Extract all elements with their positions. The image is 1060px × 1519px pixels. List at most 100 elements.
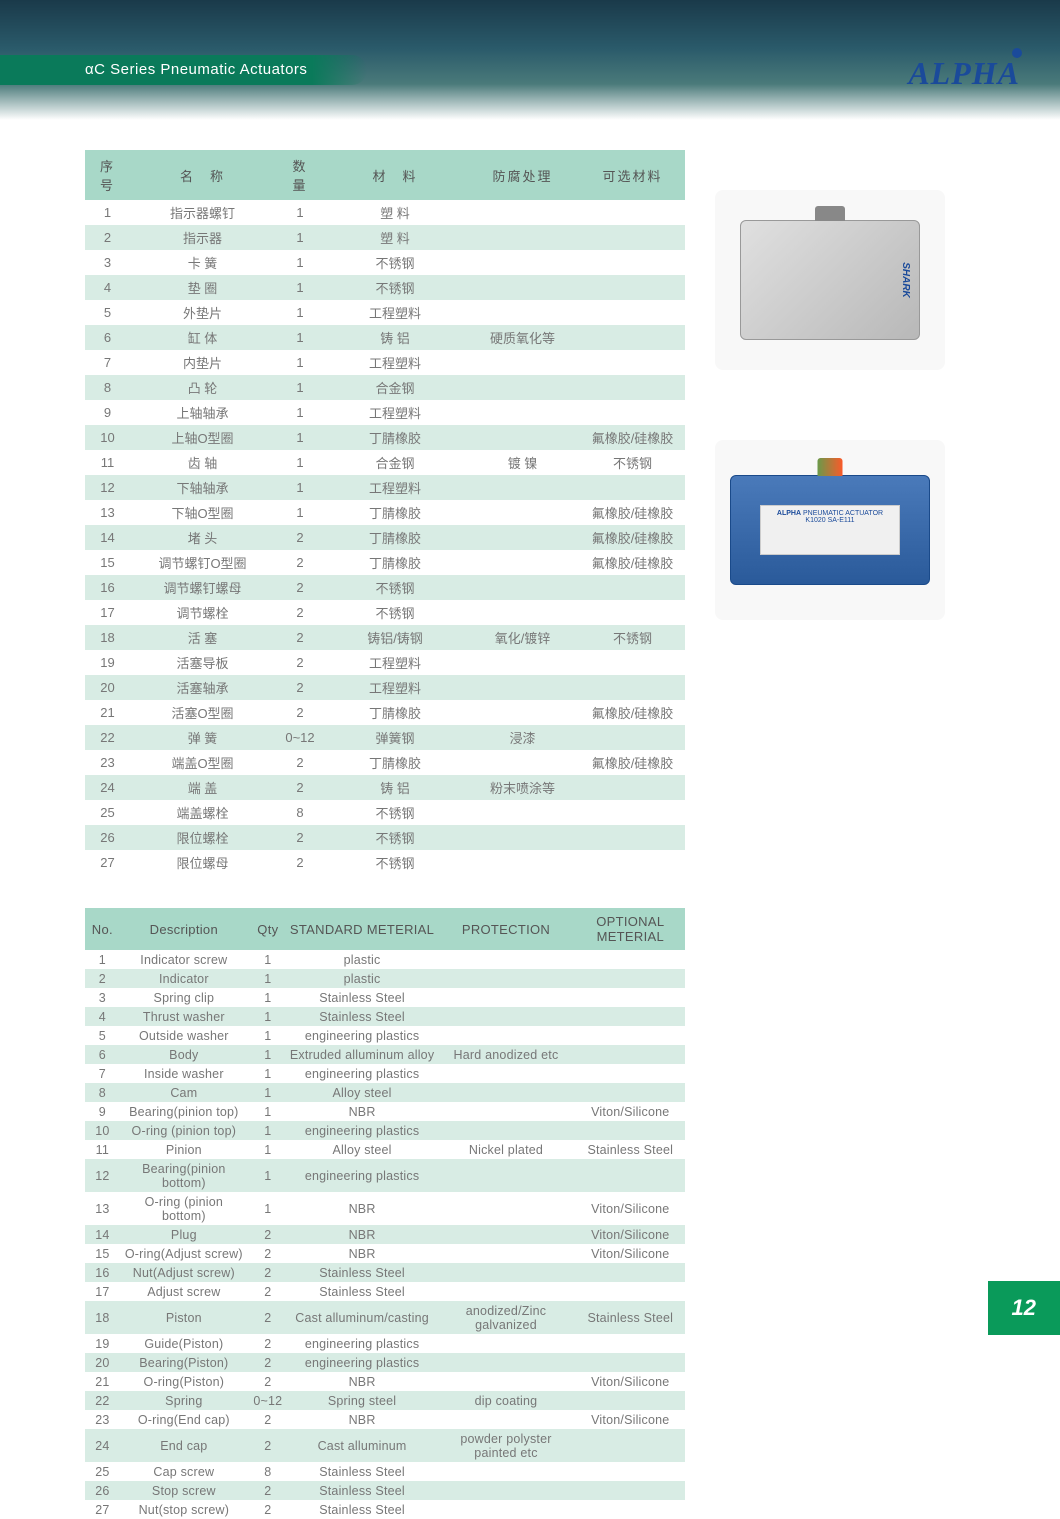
table-row: 20活塞轴承2工程塑料: [85, 675, 685, 700]
table-cell: [436, 950, 575, 969]
table-cell: 1: [275, 250, 325, 275]
table-cell: 1: [248, 1007, 288, 1026]
table-cell: 21: [85, 700, 130, 725]
table-cell: [465, 300, 580, 325]
table-header-cell: PROTECTION: [436, 908, 575, 950]
table-cell: 限位螺母: [130, 850, 275, 875]
table-cell: [436, 1244, 575, 1263]
table-cell: 1: [275, 300, 325, 325]
table-cell: [580, 825, 685, 850]
table-cell: 2: [275, 650, 325, 675]
table-cell: 2: [248, 1500, 288, 1519]
table-cell: 27: [85, 1500, 120, 1519]
table-row: 22弹 簧0~12弹簧钢浸漆: [85, 725, 685, 750]
table-cell: 浸漆: [465, 725, 580, 750]
table-cell: [465, 650, 580, 675]
table-row: 3Spring clip1Stainless Steel: [85, 988, 685, 1007]
table-row: 2Indicator1plastic: [85, 969, 685, 988]
table-cell: [580, 350, 685, 375]
table-cell: 12: [85, 475, 130, 500]
table-cell: 1: [248, 1192, 288, 1225]
label-model: K1020 SA-E111: [805, 517, 854, 524]
table-cell: Viton/Silicone: [576, 1102, 685, 1121]
table-cell: 1: [248, 1102, 288, 1121]
table-row: 1Indicator screw1plastic: [85, 950, 685, 969]
label-title: PNEUMATIC ACTUATOR: [803, 510, 883, 517]
table-cell: [465, 400, 580, 425]
table-cell: 5: [85, 1026, 120, 1045]
table-cell: 19: [85, 650, 130, 675]
table-cell: O-ring (pinion top): [120, 1121, 248, 1140]
table-header-cell: 防腐处理: [465, 150, 580, 200]
table-cell: 2: [248, 1244, 288, 1263]
table-cell: 1: [275, 325, 325, 350]
table-cell: powder polyster painted etc: [436, 1429, 575, 1462]
table-header-cell: 材 料: [325, 150, 465, 200]
table-cell: 塑 料: [325, 225, 465, 250]
table-cell: 指示器螺钉: [130, 200, 275, 225]
table-row: 13下轴O型圈1丁腈橡胶氟橡胶/硅橡胶: [85, 500, 685, 525]
table-cell: [465, 275, 580, 300]
table-row: 5Outside washer1engineering plastics: [85, 1026, 685, 1045]
table-row: 9上轴轴承1工程塑料: [85, 400, 685, 425]
table-cell: 1: [248, 988, 288, 1007]
table-cell: 工程塑料: [325, 650, 465, 675]
table-cell: 13: [85, 1192, 120, 1225]
table-cell: [436, 1410, 575, 1429]
table-cell: 工程塑料: [325, 475, 465, 500]
table-cell: 2: [85, 225, 130, 250]
table-cell: [576, 1026, 685, 1045]
table-cell: 端盖螺栓: [130, 800, 275, 825]
table-cell: [576, 1045, 685, 1064]
table-cell: [576, 1353, 685, 1372]
table-row: 7内垫片1工程塑料: [85, 350, 685, 375]
table-cell: 3: [85, 988, 120, 1007]
blue-actuator-graphic: ALPHA PNEUMATIC ACTUATOR K1020 SA-E111: [730, 475, 930, 585]
table-cell: Stainless Steel: [288, 1500, 437, 1519]
table-cell: 23: [85, 750, 130, 775]
table-cell: 2: [275, 675, 325, 700]
table-cell: 氟橡胶/硅橡胶: [580, 425, 685, 450]
table-cell: 4: [85, 1007, 120, 1026]
table-cell: [580, 775, 685, 800]
table-cell: 10: [85, 425, 130, 450]
table-cell: 1: [275, 475, 325, 500]
table-row: 12下轴轴承1工程塑料: [85, 475, 685, 500]
table-cell: Cap screw: [120, 1462, 248, 1481]
table-cell: O-ring(End cap): [120, 1410, 248, 1429]
table-cell: 弹簧钢: [325, 725, 465, 750]
table-cell: 2: [248, 1481, 288, 1500]
table-cell: [465, 475, 580, 500]
brand-logo: ALPHA: [908, 55, 1020, 92]
table-cell: 5: [85, 300, 130, 325]
table-cell: 26: [85, 825, 130, 850]
table-cell: 不锈钢: [325, 850, 465, 875]
table-cell: 1: [248, 950, 288, 969]
table-cell: 15: [85, 1244, 120, 1263]
table-row: 14堵 头2丁腈橡胶氟橡胶/硅橡胶: [85, 525, 685, 550]
table-cell: 2: [85, 969, 120, 988]
table-cell: 活塞导板: [130, 650, 275, 675]
table-cell: [576, 1429, 685, 1462]
table-cell: 13: [85, 500, 130, 525]
actuator-label: ALPHA PNEUMATIC ACTUATOR K1020 SA-E111: [760, 505, 900, 555]
table-cell: 粉末喷涂等: [465, 775, 580, 800]
table-cell: 1: [275, 225, 325, 250]
table-row: 4Thrust washer1Stainless Steel: [85, 1007, 685, 1026]
table-cell: 工程塑料: [325, 675, 465, 700]
table-cell: 上轴O型圈: [130, 425, 275, 450]
table-cell: 下轴O型圈: [130, 500, 275, 525]
table-cell: 限位螺栓: [130, 825, 275, 850]
table-cell: 缸 体: [130, 325, 275, 350]
table-cell: 卡 簧: [130, 250, 275, 275]
table-cell: 调节螺栓: [130, 600, 275, 625]
table-row: 14Plug2NBRViton/Silicone: [85, 1225, 685, 1244]
table-row: 9Bearing(pinion top)1NBRViton/Silicone: [85, 1102, 685, 1121]
table-cell: 1: [248, 1159, 288, 1192]
table-cell: Viton/Silicone: [576, 1192, 685, 1225]
table-cell: 20: [85, 1353, 120, 1372]
table-cell: 调节螺钉O型圈: [130, 550, 275, 575]
table-cell: 1: [275, 425, 325, 450]
table-row: 10上轴O型圈1丁腈橡胶氟橡胶/硅橡胶: [85, 425, 685, 450]
table-cell: Stainless Steel: [288, 1007, 437, 1026]
